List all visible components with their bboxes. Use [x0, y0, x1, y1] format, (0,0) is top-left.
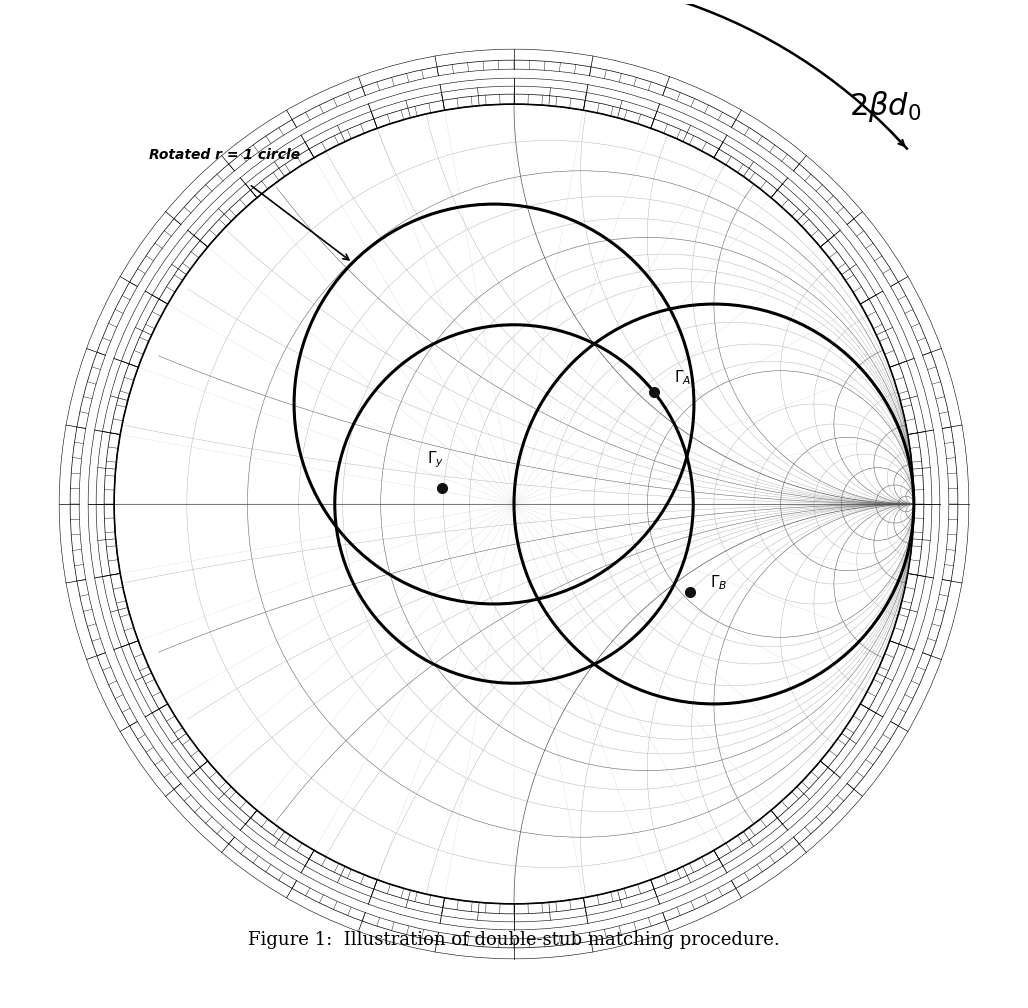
- Text: Rotated r = 1 circle: Rotated r = 1 circle: [149, 148, 300, 162]
- Text: $2\beta d_0$: $2\beta d_0$: [849, 89, 921, 124]
- Text: Figure 1:  Illustration of double-stub matching procedure.: Figure 1: Illustration of double-stub ma…: [248, 930, 780, 949]
- Text: $\Gamma_A$: $\Gamma_A$: [674, 368, 691, 387]
- Text: $\Gamma_B$: $\Gamma_B$: [710, 573, 727, 592]
- Text: $\Gamma_y$: $\Gamma_y$: [427, 450, 444, 470]
- Circle shape: [114, 104, 914, 904]
